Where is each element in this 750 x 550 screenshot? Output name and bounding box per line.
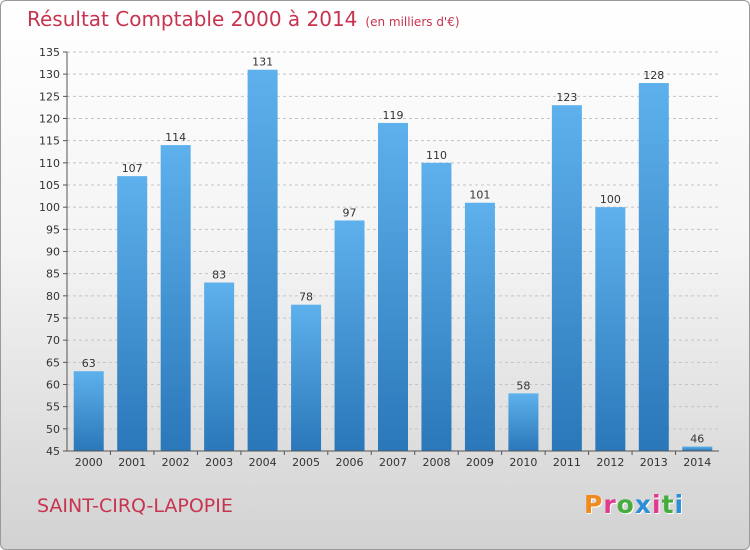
bar [508,393,539,451]
data-label: 78 [299,291,313,304]
data-label: 131 [252,56,273,69]
bar [421,162,452,452]
data-label: 58 [516,379,530,392]
y-tick-label: 130 [39,68,60,81]
bar [551,105,582,451]
chart-title-text: Résultat Comptable 2000 à 2014 [27,7,358,31]
bar [378,122,408,451]
city-name: SAINT-CIRQ-LAPOPIE [37,495,233,517]
bar [334,220,365,451]
y-tick-label: 95 [46,223,60,236]
y-tick-label: 125 [39,90,60,103]
data-label: 110 [426,149,447,162]
y-axis: 45 50 55 60 65 70 75 80 85 90 95 100 105 110 115 120 125… [39,46,68,458]
bar [595,207,626,451]
x-tick-label: 2012 [596,456,624,469]
x-tick-label: 2000 [75,456,103,469]
y-tick-label: 120 [39,113,60,126]
x-tick-label: 2005 [292,456,320,469]
data-label: 100 [600,193,621,206]
logo-letter: x [634,490,652,519]
data-label: 114 [165,131,186,144]
y-tick-label: 100 [39,201,60,214]
logo-letter: o [616,490,635,519]
bar [160,145,191,451]
data-label: 63 [82,357,96,370]
x-tick-label: 2003 [205,456,233,469]
y-tick-label: 110 [39,157,60,170]
data-label: 101 [469,189,490,202]
y-tick-label: 85 [46,268,60,281]
data-label: 83 [212,269,226,282]
x-tick-label: 2011 [553,456,581,469]
y-tick-label: 135 [39,46,60,59]
logo-letter: P [584,490,604,519]
x-tick-label: 2002 [162,456,190,469]
bar [682,446,713,451]
y-tick-label: 90 [46,246,60,259]
data-labels: 63 107 114 83 131 78 97 119 110 101 58 123 100 128 46 [82,56,705,446]
x-tick-label: 2014 [683,456,711,469]
x-tick-label: 2007 [379,456,407,469]
bar [117,176,148,451]
x-tick-label: 2001 [118,456,146,469]
bar [638,83,669,452]
y-tick-label: 55 [46,401,60,414]
chart-subtitle: (en milliers d'€) [365,15,460,29]
x-tick-label: 2013 [640,456,668,469]
y-tick-label: 80 [46,290,60,303]
y-tick-label: 70 [46,334,60,347]
y-tick-label: 45 [46,445,60,458]
y-tick-label: 65 [46,356,60,369]
data-label: 107 [122,162,143,175]
chart-title: Résultat Comptable 2000 à 2014 (en millie… [27,7,460,31]
y-tick-label: 75 [46,312,60,325]
bar [204,282,235,451]
y-tick-label: 105 [39,179,60,192]
bars [73,69,713,452]
bar [247,69,278,451]
x-tick-label: 2009 [466,456,494,469]
y-tick-label: 115 [39,135,60,148]
x-tick-label: 2010 [509,456,537,469]
bar [73,371,104,451]
data-label: 123 [556,91,577,104]
x-tick-label: 2006 [336,456,364,469]
data-label: 46 [690,433,704,446]
x-axis: 2000 2001 2002 2003 2004 2005 2006 2007 2008 2009… [67,450,719,469]
y-tick-label: 50 [46,423,60,436]
data-label: 128 [643,69,664,82]
logo-letter: i [652,490,662,519]
y-tick-label: 60 [46,379,60,392]
proxiti-logo: Proxiti [584,490,684,519]
logo-letter: t [661,490,675,519]
data-label: 97 [343,206,357,219]
bar [291,304,322,451]
data-label: 119 [383,109,404,122]
logo-letter: i [674,490,685,519]
logo-letter: r [603,490,617,519]
bar [464,202,495,451]
x-tick-label: 2008 [422,456,450,469]
x-tick-label: 2004 [249,456,277,469]
